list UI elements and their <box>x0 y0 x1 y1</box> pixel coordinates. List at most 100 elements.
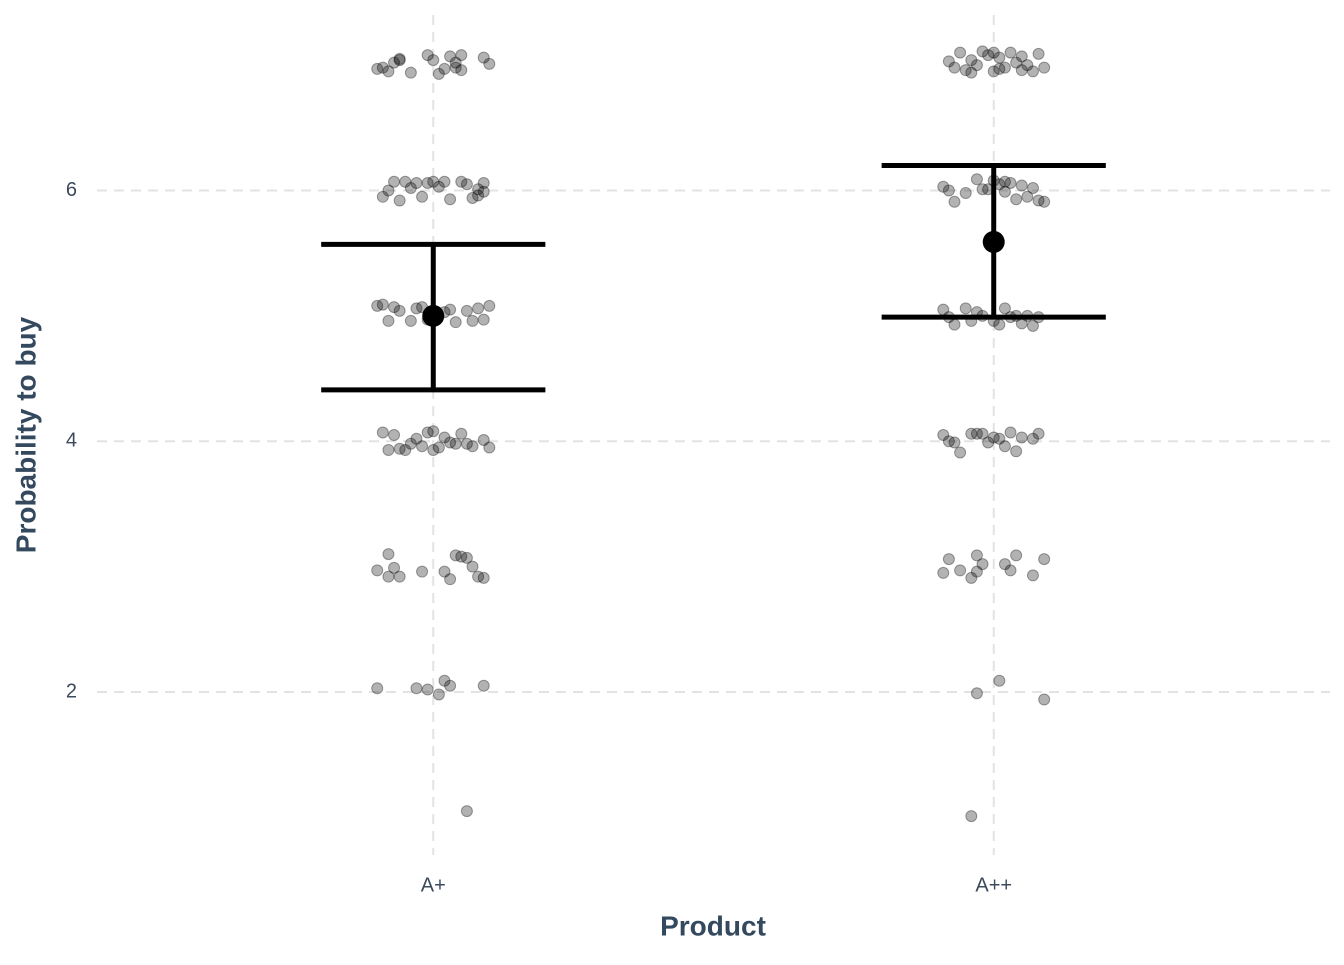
jitter-point <box>998 558 1011 571</box>
jitter-point <box>998 185 1011 198</box>
jitter-point <box>477 177 490 189</box>
jitter-point <box>1015 431 1028 444</box>
jitter-point <box>976 183 989 196</box>
jitter-point <box>432 441 445 454</box>
jitter-point <box>987 65 1000 78</box>
jitter-point <box>483 57 496 70</box>
jitter-point <box>466 192 479 205</box>
jitter-point <box>399 444 412 457</box>
y-axis-title: Probability to buy <box>10 316 41 553</box>
jitter-point <box>444 679 457 692</box>
jitter-point <box>477 313 490 326</box>
jitter-point <box>444 573 457 586</box>
jitter-point <box>954 446 967 459</box>
jitter-point <box>1004 177 1017 189</box>
jitter-point <box>421 49 434 62</box>
jitter-point <box>393 54 406 67</box>
jitter-point <box>1010 549 1023 562</box>
jitter-point <box>382 184 395 197</box>
jitter-point <box>1015 50 1028 63</box>
jitter-point <box>460 304 473 317</box>
jitter-point <box>998 61 1011 74</box>
x-axis-title: Product <box>660 910 766 941</box>
jitter-point <box>410 432 423 445</box>
jitter-point <box>1038 693 1051 706</box>
jitter-point <box>438 62 451 75</box>
jitter-point <box>455 550 468 563</box>
jitter-point <box>472 183 485 196</box>
jitter-point <box>1038 195 1051 208</box>
jitter-point <box>455 175 468 188</box>
jitter-point <box>444 303 457 316</box>
jitter-point <box>421 426 434 439</box>
jitter-point <box>998 302 1011 315</box>
jitter-point <box>483 299 496 312</box>
jitter-point <box>382 65 395 78</box>
jitter-point <box>382 314 395 327</box>
jitter-point <box>1010 193 1023 206</box>
jitter-point <box>1038 61 1051 74</box>
y-tick-label: 4 <box>66 430 77 452</box>
jitter-point <box>942 55 955 68</box>
jitter-point <box>388 561 401 574</box>
jitter-point <box>959 64 972 77</box>
jitter-point <box>970 565 983 578</box>
jitter-point <box>970 549 983 562</box>
jitter-point <box>404 66 417 79</box>
jitter-point <box>965 54 978 67</box>
jitter-point <box>472 189 485 202</box>
jitter-point <box>376 190 389 203</box>
jitter-point <box>1004 426 1017 439</box>
jitter-point <box>976 45 989 58</box>
jitter-point <box>1021 190 1034 203</box>
jitter-point <box>393 52 406 65</box>
jitter-point <box>404 182 417 195</box>
jitter-point <box>432 688 445 701</box>
jitter-point <box>965 427 978 440</box>
jitter-point <box>965 810 978 823</box>
jitter-point <box>1010 56 1023 69</box>
jitter-point <box>460 551 473 564</box>
jitter-point <box>416 565 429 578</box>
jitter-point <box>416 440 429 453</box>
jitter-point <box>965 66 978 79</box>
jitter-point <box>455 64 468 77</box>
jitter-point <box>472 570 485 583</box>
jitter-point <box>948 318 961 331</box>
jitter-point <box>399 175 412 188</box>
y-tick-label: 6 <box>66 179 77 201</box>
jitter-point <box>1004 564 1017 577</box>
jitter-point <box>942 184 955 197</box>
jitter-point <box>970 173 983 186</box>
jitter-point <box>993 51 1006 64</box>
jitter-point <box>404 437 417 450</box>
jitter-point <box>376 298 389 311</box>
x-tick-label: A+ <box>421 874 446 896</box>
jitter-point <box>993 62 1006 75</box>
jitter-point <box>948 61 961 74</box>
jitter-point <box>970 59 983 72</box>
jitter-point <box>416 190 429 203</box>
jitter-point <box>376 426 389 439</box>
jitter-point <box>954 564 967 577</box>
jitter-point <box>1026 432 1039 445</box>
jitter-point <box>427 54 440 67</box>
jitter-point <box>371 564 384 577</box>
jitter-point <box>371 299 384 312</box>
jitter-point <box>477 434 490 447</box>
jitter-point <box>393 570 406 583</box>
jitter-point <box>449 549 462 562</box>
jitter-point <box>449 437 462 450</box>
jitter-point <box>993 318 1006 331</box>
jitter-point <box>477 185 490 198</box>
mean-point <box>982 230 1005 253</box>
jitter-point <box>948 436 961 449</box>
jitter-point <box>1015 64 1028 77</box>
jitter-point <box>449 61 462 74</box>
jitter-point <box>942 435 955 448</box>
jitter-point <box>976 558 989 571</box>
jitter-point <box>1026 319 1039 332</box>
jitter-point <box>404 314 417 327</box>
jitter-point <box>427 444 440 457</box>
